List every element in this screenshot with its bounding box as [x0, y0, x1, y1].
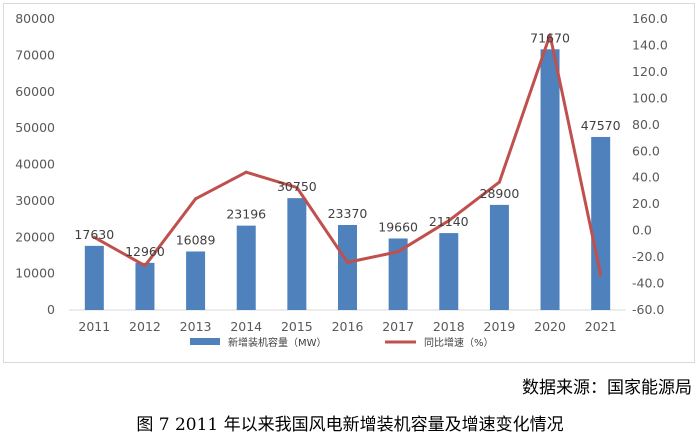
growth-rate-point: [143, 264, 147, 268]
growth-rate-point: [447, 219, 451, 223]
x-axis-tick-label: 2015: [281, 319, 313, 334]
bar-data-label: 12960: [125, 244, 165, 259]
left-axis-tick-label: 70000: [15, 47, 55, 62]
legend-label-bar: 新增装机容量（MW）: [228, 336, 327, 349]
right-axis-tick-label: -60.0: [632, 302, 664, 317]
right-axis-tick-label: 0.0: [632, 223, 652, 238]
left-axis-tick-label: 60000: [15, 84, 55, 99]
x-axis-tick-label: 2016: [332, 319, 364, 334]
bar: [287, 198, 307, 310]
growth-rate-point: [548, 33, 552, 37]
growth-rate-point: [346, 260, 349, 264]
x-axis-tick-label: 2011: [78, 319, 110, 334]
left-axis-tick-label: 0: [47, 302, 55, 317]
left-axis-tick-label: 80000: [15, 11, 55, 26]
right-axis-tick-label: 100.0: [632, 90, 668, 105]
left-axis-tick-label: 20000: [15, 229, 55, 244]
bar-data-label: 47570: [581, 118, 621, 133]
growth-rate-point: [92, 235, 96, 239]
right-axis-tick-label: 120.0: [632, 64, 668, 79]
bar-data-label: 28900: [480, 186, 520, 201]
legend-swatch-bar: [190, 338, 220, 345]
bar: [540, 49, 560, 310]
source-note: 数据来源：国家能源局: [522, 378, 692, 398]
growth-rate-point: [194, 197, 198, 201]
x-axis-tick-label: 2017: [382, 319, 414, 334]
figure-caption: 图 7 2011 年以来我国风电新增装机容量及增速变化情况: [136, 415, 564, 435]
growth-rate-point: [599, 273, 603, 277]
right-axis-tick-label: -20.0: [632, 249, 664, 264]
right-axis-tick-label: 80.0: [632, 117, 660, 132]
x-axis-tick-label: 2019: [484, 319, 516, 334]
bar: [388, 238, 408, 310]
bar-data-label: 16089: [176, 232, 216, 247]
chart-svg: 0 10000 20000 30000 40000 50000 60000 70000 8000…: [15, 11, 668, 349]
right-axis-tick-label: 140.0: [632, 37, 668, 52]
bar-data-label: 23370: [328, 206, 368, 221]
right-axis-tick-label: 40.0: [632, 170, 660, 185]
bar-data-label: 30750: [277, 179, 317, 194]
left-axis-tick-label: 40000: [15, 157, 55, 172]
bar: [338, 224, 357, 310]
bar: [135, 262, 155, 310]
bar: [591, 136, 611, 310]
left-axis-tick-label: 50000: [15, 120, 55, 135]
bar-data-label: 17630: [74, 227, 114, 242]
right-axis-tick-label: 60.0: [632, 143, 660, 158]
right-axis-tick-label: -40.0: [632, 276, 664, 291]
x-axis-tick-label: 2014: [230, 319, 262, 334]
bar-data-label: 23196: [226, 207, 266, 222]
growth-rate-point: [244, 170, 248, 174]
left-axis-tick-label: 10000: [15, 266, 55, 281]
bar: [84, 245, 104, 310]
bar: [439, 233, 459, 310]
chart-container: 0 10000 20000 30000 40000 50000 60000 70000 8000…: [3, 3, 695, 363]
bar-data-label: 19660: [378, 219, 418, 234]
left-axis-tick-label: 30000: [15, 193, 55, 208]
bar-data-label: 71670: [530, 30, 570, 45]
bar: [489, 204, 509, 310]
right-axis-tick-label: 20.0: [632, 196, 660, 211]
legend-label-line: 同比增速（%）: [424, 336, 494, 349]
bar: [186, 251, 206, 310]
x-axis-tick-label: 2020: [534, 319, 566, 334]
growth-rate-point: [396, 250, 400, 254]
bar: [236, 225, 256, 310]
growth-rate-point: [497, 180, 501, 184]
growth-rate-point: [295, 186, 299, 190]
x-axis-tick-label: 2018: [433, 319, 465, 334]
x-axis-tick-label: 2013: [180, 319, 212, 334]
bar-data-label: 21140: [429, 214, 469, 229]
x-axis-tick-label: 2012: [129, 319, 161, 334]
x-axis-tick-label: 2021: [585, 319, 617, 334]
right-axis-tick-label: 160.0: [632, 11, 668, 26]
